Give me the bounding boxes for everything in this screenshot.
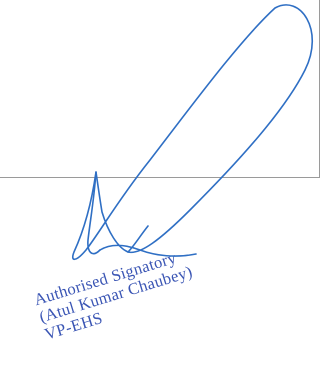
document-box <box>0 0 320 178</box>
signatory-stamp: Authorised Signatory (Atul Kumar Chaubey… <box>32 245 200 344</box>
